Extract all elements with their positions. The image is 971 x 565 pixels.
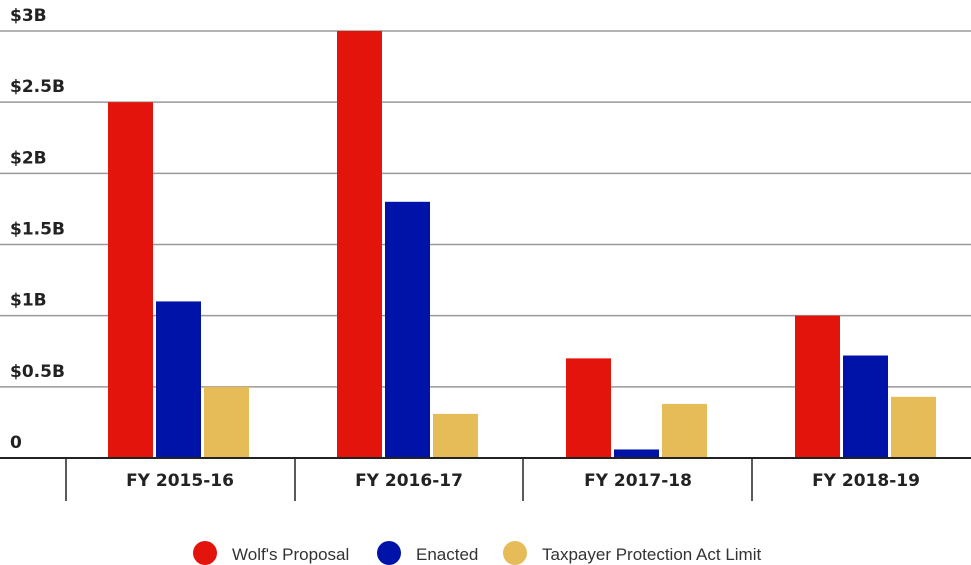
legend-label: Taxpayer Protection Act Limit (542, 545, 761, 564)
bar (108, 102, 153, 459)
y-tick-label: $2B (10, 148, 47, 168)
y-tick-label: 0 (10, 433, 22, 453)
bar (566, 358, 611, 458)
legend-label: Enacted (416, 545, 478, 564)
bar (156, 301, 201, 458)
bar (385, 201, 430, 459)
y-tick-label: $1B (10, 291, 47, 311)
bar (614, 449, 659, 458)
bars-layer (108, 31, 936, 459)
y-axis-labels: 0 $0.5B $1B $1.5B $2B $2.5B $3B (10, 6, 65, 453)
legend-item: Enacted (377, 541, 478, 565)
bar (204, 386, 249, 458)
x-axis: FY 2015-16 FY 2016-17 FY 2017-18 FY 2018-19 (0, 457, 971, 501)
y-tick-label: $3B (10, 6, 47, 26)
x-tick-label: FY 2017-18 (584, 471, 692, 491)
bar (337, 31, 382, 458)
y-tick-label: $0.5B (10, 362, 65, 382)
bar (662, 403, 707, 458)
legend-label: Wolf's Proposal (232, 545, 349, 564)
legend-item: Wolf's Proposal (193, 541, 349, 565)
bar (795, 315, 840, 458)
bar (433, 413, 478, 458)
legend-swatch (193, 541, 217, 565)
legend-item: Taxpayer Protection Act Limit (503, 541, 761, 565)
x-tick-label: FY 2018-19 (812, 471, 920, 491)
x-tick-label: FY 2016-17 (355, 471, 463, 491)
legend-swatch (503, 541, 527, 565)
y-tick-label: $1.5B (10, 220, 65, 240)
bar (891, 396, 936, 458)
legend: Wolf's Proposal Enacted Taxpayer Protectio… (193, 541, 761, 565)
bar (843, 355, 888, 458)
y-tick-label: $2.5B (10, 77, 65, 97)
x-tick-label: FY 2015-16 (126, 471, 234, 491)
legend-swatch (377, 541, 401, 565)
